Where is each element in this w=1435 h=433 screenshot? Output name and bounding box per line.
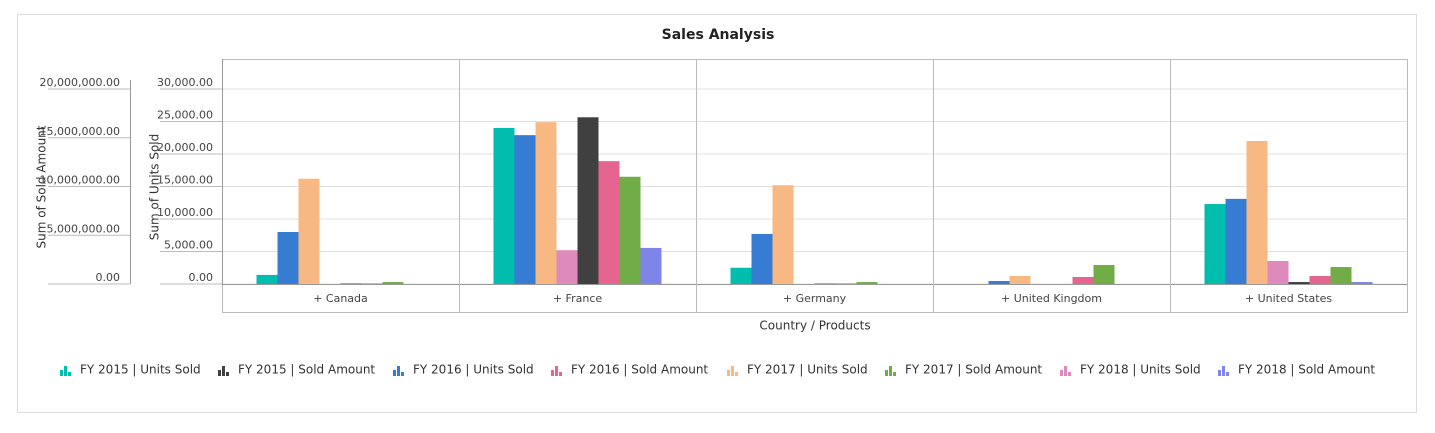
bar xyxy=(1288,282,1310,284)
legend-swatch xyxy=(1226,372,1229,376)
y2-tick-label: 0.00 xyxy=(96,271,121,284)
legend-swatch xyxy=(735,372,738,376)
legend-swatch xyxy=(226,372,229,376)
y-tick-label: 5,000.00 xyxy=(164,239,213,252)
legend-swatch xyxy=(559,372,562,376)
legend-label: FY 2015 | Sold Amount xyxy=(238,363,375,377)
bar xyxy=(493,128,515,284)
bar xyxy=(730,267,752,284)
legend-swatch xyxy=(555,366,558,376)
bar xyxy=(277,232,299,284)
bar xyxy=(772,185,794,284)
legend-label: FY 2017 | Sold Amount xyxy=(905,363,1042,377)
legend-swatch xyxy=(68,372,71,376)
legend-swatch xyxy=(885,370,888,376)
bar xyxy=(1246,141,1268,284)
legend-label: FY 2016 | Units Sold xyxy=(413,363,534,377)
legend-label: FY 2018 | Sold Amount xyxy=(1238,363,1375,377)
y-tick-label: 15,000.00 xyxy=(157,174,213,187)
y2-tick-label: 10,000,000.00 xyxy=(40,174,120,187)
legend-swatch xyxy=(397,366,400,376)
bar xyxy=(1267,260,1289,284)
bar xyxy=(556,250,578,284)
x-axis-title: Country / Products xyxy=(759,319,870,333)
legend-swatch xyxy=(731,366,734,376)
legend-swatch xyxy=(893,372,896,376)
y-tick-label: 10,000.00 xyxy=(157,206,213,219)
legend-swatch xyxy=(1218,370,1221,376)
x-tick-label: + United States xyxy=(1245,292,1332,305)
y-tick-label: 0.00 xyxy=(189,271,214,284)
y2-axis-title: Sum of Sold Amount xyxy=(35,125,49,248)
bar xyxy=(835,283,857,284)
bar xyxy=(1009,276,1031,284)
bar xyxy=(598,161,620,284)
bar xyxy=(256,274,278,284)
y-axis-title: Sum of Units Sold xyxy=(148,134,162,241)
chart-title: Sales Analysis xyxy=(662,27,775,43)
legend-swatch xyxy=(60,370,63,376)
y2-tick-label: 20,000,000.00 xyxy=(40,76,120,89)
legend-swatch xyxy=(401,372,404,376)
legend-swatch xyxy=(1068,372,1071,376)
legend-swatch xyxy=(1060,370,1063,376)
x-tick-label: + France xyxy=(553,292,603,305)
legend-swatch xyxy=(64,366,67,376)
y2-tick-label: 5,000,000.00 xyxy=(47,222,120,235)
bar xyxy=(361,283,383,284)
chart-border xyxy=(17,14,1417,413)
bar xyxy=(619,176,641,284)
legend-label: FY 2017 | Units Sold xyxy=(747,363,868,377)
bar xyxy=(382,282,404,284)
bar xyxy=(1225,198,1247,284)
legend-swatch xyxy=(393,370,396,376)
legend-swatch xyxy=(551,370,554,376)
bar xyxy=(535,122,557,285)
legend-swatch xyxy=(1222,366,1225,376)
bar xyxy=(751,233,773,284)
bar xyxy=(1309,276,1331,284)
legend-swatch xyxy=(218,370,221,376)
bar xyxy=(988,281,1010,284)
bar xyxy=(1204,204,1226,284)
legend-swatch xyxy=(727,370,730,376)
bar xyxy=(1093,264,1115,284)
legend-label: FY 2016 | Sold Amount xyxy=(571,363,708,377)
bar xyxy=(1072,276,1094,284)
legend-label: FY 2018 | Units Sold xyxy=(1080,363,1201,377)
bar xyxy=(856,282,878,284)
legend-label: FY 2015 | Units Sold xyxy=(80,363,201,377)
bar xyxy=(1330,267,1352,284)
y2-tick-label: 15,000,000.00 xyxy=(40,125,120,138)
x-tick-label: + Germany xyxy=(783,292,847,305)
bar xyxy=(577,117,599,285)
bar xyxy=(514,135,536,284)
x-tick-label: + United Kingdom xyxy=(1001,292,1102,305)
bar xyxy=(640,247,662,284)
legend-swatch xyxy=(1064,366,1067,376)
bar xyxy=(298,178,320,284)
x-tick-label: + Canada xyxy=(313,292,368,305)
y-tick-label: 20,000.00 xyxy=(157,141,213,154)
legend-swatch xyxy=(222,366,225,376)
legend-swatch xyxy=(889,366,892,376)
y-tick-label: 25,000.00 xyxy=(157,109,213,122)
y-tick-label: 30,000.00 xyxy=(157,76,213,89)
bar xyxy=(1351,282,1373,284)
